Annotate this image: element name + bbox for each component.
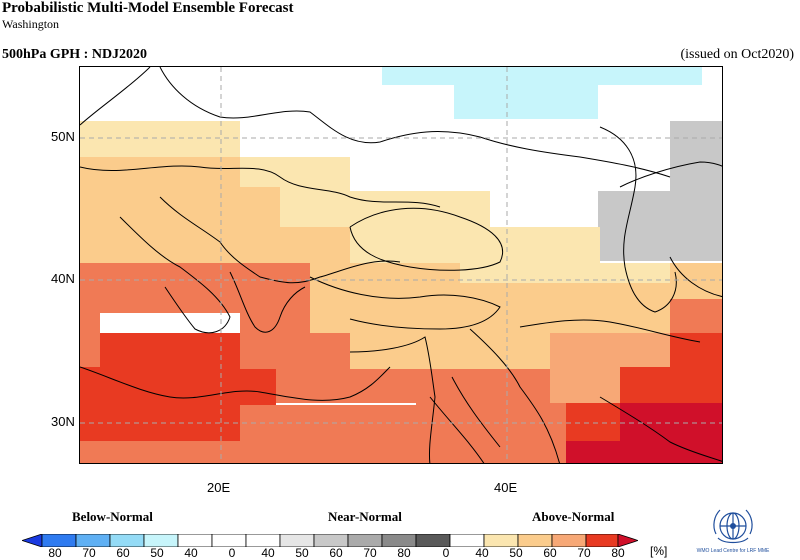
cell-above-70: [240, 405, 416, 463]
cell-above-50: [350, 333, 550, 369]
legend-colorbar: [22, 534, 638, 547]
cell-above-70: [80, 367, 100, 403]
cell-near-40: [670, 121, 722, 261]
legend-tick: 80: [397, 546, 411, 560]
legend-tick: 50: [509, 546, 523, 560]
cell-above-50: [240, 187, 280, 263]
map-title: Probabilistic Multi-Model Ensemble Forec…: [2, 0, 294, 16]
cell-above-40: [350, 191, 490, 263]
legend-tick: 0: [228, 546, 236, 560]
legend-tick: 40: [184, 546, 198, 560]
lon-label-20e: 20E: [207, 480, 231, 495]
cell-above-60: [310, 333, 350, 403]
map-subtitle: Washington: [2, 17, 60, 31]
cell-above-40: [280, 187, 350, 227]
border-east: [619, 161, 722, 298]
cell-above-50: [280, 227, 350, 263]
graticule: [80, 67, 722, 463]
coastline-europe-north: [80, 67, 671, 178]
cell-above-70: [100, 441, 240, 463]
coastline-black-sea: [349, 207, 503, 271]
cell-above-50: [80, 157, 240, 263]
cell-below-40: [454, 85, 598, 119]
cell-above-70: [670, 333, 722, 403]
cell-above-80: [566, 441, 722, 463]
legend-tick: 80: [48, 546, 62, 560]
cell-above-60: [80, 263, 310, 313]
cell-near-40: [598, 191, 670, 261]
legend-tick: 60: [329, 546, 343, 560]
legend-near-normal: Near-Normal: [328, 509, 402, 524]
legend-tick: 0: [442, 546, 450, 560]
map-canvas: [80, 67, 722, 463]
cell-above-50: [670, 263, 722, 299]
cell-below-40: [382, 67, 702, 85]
legend-above-normal: Above-Normal: [532, 509, 615, 524]
cell-above-40: [460, 263, 670, 283]
border-central-europe: [80, 165, 441, 208]
legend-unit: [%]: [650, 544, 668, 558]
lat-label-40n: 40N: [51, 271, 75, 286]
cell-above-70: [416, 403, 566, 463]
coastline-persian-gulf: [599, 396, 722, 462]
legend-tick: 80: [611, 546, 625, 560]
legend-below-normal: Below-Normal: [72, 509, 153, 524]
forecast-map: [79, 66, 723, 464]
cell-above-40: [490, 227, 600, 267]
cell-above-60: [350, 369, 550, 403]
wmo-logo-icon: [713, 509, 753, 544]
legend-arrow-below: [22, 534, 43, 547]
cell-above-70: [620, 367, 670, 403]
border-middle-east: [469, 319, 701, 463]
coastline-caspian: [599, 126, 677, 313]
coastline-italy: [119, 216, 231, 334]
cell-above-50: [460, 283, 670, 333]
coastline-red-sea: [429, 376, 501, 463]
cell-above-40: [240, 157, 350, 187]
cell-above-70: [80, 403, 240, 441]
coastline-north-africa: [80, 366, 391, 401]
lon-label-40e: 40E: [494, 480, 518, 495]
legend-tick: 50: [295, 546, 309, 560]
coastline-turkey: [309, 276, 501, 330]
cell-above-80: [620, 403, 722, 441]
legend-tick: 70: [577, 546, 591, 560]
legend-tick: 60: [116, 546, 130, 560]
coastline-east-med: [349, 336, 436, 463]
legend-tick: 40: [475, 546, 489, 560]
issued-date-label: (issued on Oct2020): [680, 47, 794, 62]
legend-tick: 40: [261, 546, 275, 560]
legend-tick: 70: [363, 546, 377, 560]
coastline-greece: [229, 271, 306, 333]
coastlines: [80, 67, 722, 463]
legend-tick: 60: [543, 546, 557, 560]
logo-caption: WMO Lead Centre for LRF MME: [696, 548, 770, 554]
legend-tick: 50: [150, 546, 164, 560]
lat-label-50n: 50N: [51, 129, 75, 144]
variable-season-label: 500hPa GPH : NDJ2020: [2, 47, 148, 62]
cell-above-60: [670, 299, 722, 335]
lat-label-30n: 30N: [51, 414, 75, 429]
cell-above-70: [240, 369, 276, 405]
legend-tick: 70: [82, 546, 96, 560]
border-balkans: [159, 196, 401, 284]
cell-above-40: [80, 121, 240, 157]
legend-arrow-above: [617, 534, 638, 547]
